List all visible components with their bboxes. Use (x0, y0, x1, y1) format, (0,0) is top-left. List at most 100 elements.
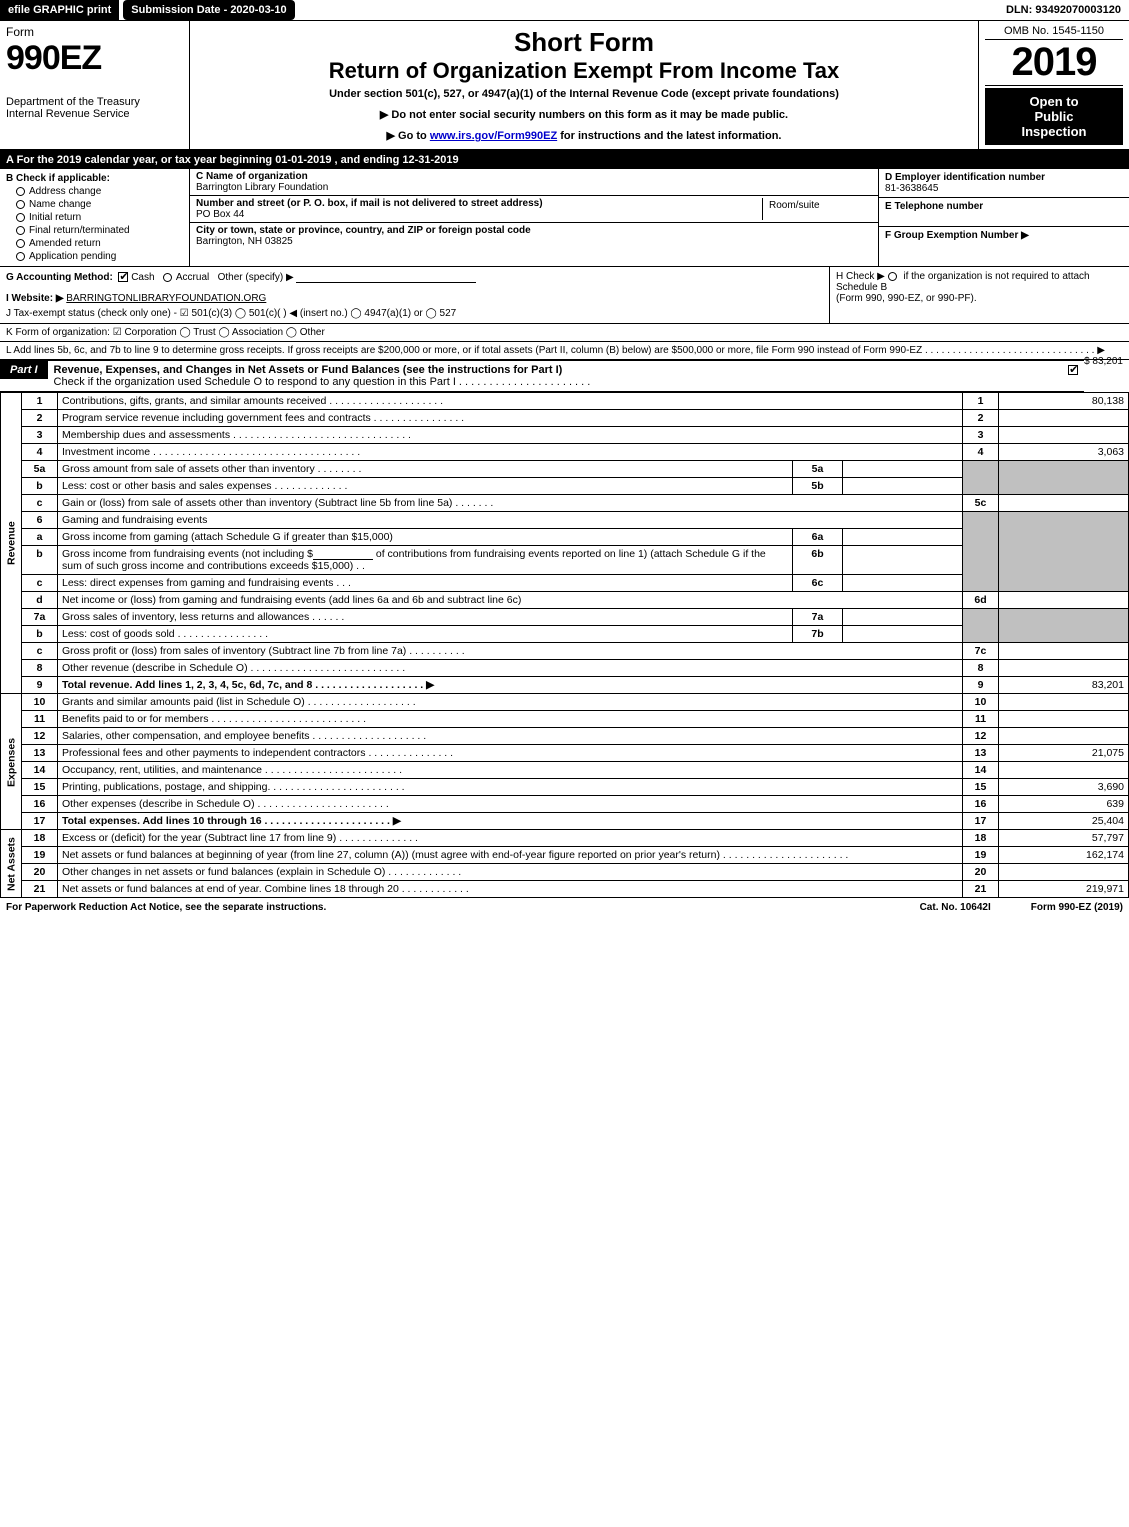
goto-post: for instructions and the latest informat… (557, 130, 781, 142)
line-6b-num: b (22, 546, 58, 575)
department-label: Department of the Treasury Internal Reve… (6, 96, 183, 120)
g-accounting-method: G Accounting Method: Cash Accrual Other … (0, 267, 829, 323)
line-13-num: 13 (22, 745, 58, 762)
line-6b-blank[interactable] (313, 548, 373, 560)
line-8-num: 8 (22, 660, 58, 677)
row-l-amount: $ 83,201 (1084, 356, 1123, 367)
street-label: Number and street (or P. O. box, if mail… (196, 198, 762, 209)
chk-address-change[interactable]: Address change (16, 186, 183, 197)
chk-address-change-label: Address change (29, 186, 101, 197)
line-6b-desc: Gross income from fundraising events (no… (58, 546, 793, 575)
city-label: City or town, state or province, country… (196, 225, 872, 236)
line-6abc-amt-shaded (999, 512, 1129, 592)
part-1-table: Revenue 1 Contributions, gifts, grants, … (0, 392, 1129, 898)
g-other-input[interactable] (296, 271, 476, 283)
g-other-label: Other (specify) ▶ (218, 272, 294, 283)
under-section: Under section 501(c), 527, or 4947(a)(1)… (200, 88, 968, 100)
chk-name-change[interactable]: Name change (16, 199, 183, 210)
c-name-value: Barrington Library Foundation (196, 182, 872, 193)
chk-accrual[interactable] (163, 273, 172, 282)
j-tax-exempt: J Tax-exempt status (check only one) - ☑… (6, 308, 823, 319)
line-6b-desc-pre: Gross income from fundraising events (no… (62, 548, 313, 560)
line-7b-num: b (22, 626, 58, 643)
chk-name-change-label: Name change (29, 199, 91, 210)
line-6a-desc: Gross income from gaming (attach Schedul… (58, 529, 793, 546)
line-6a-val (843, 529, 963, 546)
line-14-rn: 14 (963, 762, 999, 779)
line-8-amt (999, 660, 1129, 677)
chk-sched-b[interactable] (888, 272, 897, 281)
line-1-desc: Contributions, gifts, grants, and simila… (58, 393, 963, 410)
line-5a-num: 5a (22, 461, 58, 478)
chk-application-pending[interactable]: Application pending (16, 251, 183, 262)
chk-amended-return[interactable]: Amended return (16, 238, 183, 249)
line-5a-sub: 5a (793, 461, 843, 478)
short-form-title: Short Form (200, 27, 968, 58)
line-10-rn: 10 (963, 694, 999, 711)
line-13-desc: Professional fees and other payments to … (58, 745, 963, 762)
line-6abc-rn-shaded (963, 512, 999, 592)
line-15-rn: 15 (963, 779, 999, 796)
line-8-desc: Other revenue (describe in Schedule O) .… (58, 660, 963, 677)
line-21-desc: Net assets or fund balances at end of ye… (58, 881, 963, 898)
return-title: Return of Organization Exempt From Incom… (200, 58, 968, 84)
line-5c-num: c (22, 495, 58, 512)
line-6d-desc: Net income or (loss) from gaming and fun… (58, 592, 963, 609)
line-6-num: 6 (22, 512, 58, 529)
line-13-rn: 13 (963, 745, 999, 762)
page-footer: For Paperwork Reduction Act Notice, see … (0, 898, 1129, 917)
topbar-spacer (295, 0, 998, 20)
section-b-cdef: B Check if applicable: Address change Na… (0, 169, 1129, 267)
line-6a-num: a (22, 529, 58, 546)
chk-amended-return-label: Amended return (29, 238, 101, 249)
line-5c-amt (999, 495, 1129, 512)
line-14-amt (999, 762, 1129, 779)
chk-cash[interactable] (118, 272, 128, 282)
line-6d-rn: 6d (963, 592, 999, 609)
line-12-num: 12 (22, 728, 58, 745)
line-11-rn: 11 (963, 711, 999, 728)
line-17-rn: 17 (963, 813, 999, 830)
line-6b-sub: 6b (793, 546, 843, 575)
line-5c-rn: 5c (963, 495, 999, 512)
line-6d-amt (999, 592, 1129, 609)
footer-cat-no: Cat. No. 10642I (920, 902, 991, 913)
line-12-rn: 12 (963, 728, 999, 745)
line-2-amt (999, 410, 1129, 427)
line-6b-val (843, 546, 963, 575)
part-1-schedule-o-chk[interactable] (1062, 361, 1084, 379)
form-word: Form (6, 25, 183, 39)
line-9-desc: Total revenue. Add lines 1, 2, 3, 4, 5c,… (58, 677, 963, 694)
efile-print-button[interactable]: efile GRAPHIC print (0, 0, 119, 20)
line-12-amt (999, 728, 1129, 745)
row-l: L Add lines 5b, 6c, and 7b to line 9 to … (0, 342, 1129, 360)
line-9-amt: 83,201 (999, 677, 1129, 694)
irs-link[interactable]: www.irs.gov/Form990EZ (430, 130, 557, 142)
line-5b-desc: Less: cost or other basis and sales expe… (58, 478, 793, 495)
line-6c-sub: 6c (793, 575, 843, 592)
line-2-rn: 2 (963, 410, 999, 427)
chk-initial-return[interactable]: Initial return (16, 212, 183, 223)
footer-form-ref: Form 990-EZ (2019) (1031, 902, 1123, 913)
line-16-desc: Other expenses (describe in Schedule O) … (58, 796, 963, 813)
line-6c-val (843, 575, 963, 592)
side-net-assets: Net Assets (1, 830, 22, 898)
line-7ab-rn-shaded (963, 609, 999, 643)
line-5b-val (843, 478, 963, 495)
c-name-label: C Name of organization (196, 171, 872, 182)
line-20-rn: 20 (963, 864, 999, 881)
line-1-rn: 1 (963, 393, 999, 410)
line-6-desc: Gaming and fundraising events (58, 512, 963, 529)
chk-application-pending-label: Application pending (29, 251, 116, 262)
part-1-sub: Check if the organization used Schedule … (54, 376, 591, 388)
form-number: 990EZ (6, 39, 183, 78)
city-cell: City or town, state or province, country… (190, 223, 878, 249)
col-b-checkboxes: B Check if applicable: Address change Na… (0, 169, 190, 266)
line-18-desc: Excess or (deficit) for the year (Subtra… (58, 830, 963, 847)
line-2-num: 2 (22, 410, 58, 427)
chk-final-return[interactable]: Final return/terminated (16, 225, 183, 236)
line-16-num: 16 (22, 796, 58, 813)
goto-line: ▶ Go to www.irs.gov/Form990EZ for instru… (200, 129, 968, 142)
line-6a-sub: 6a (793, 529, 843, 546)
line-4-rn: 4 (963, 444, 999, 461)
